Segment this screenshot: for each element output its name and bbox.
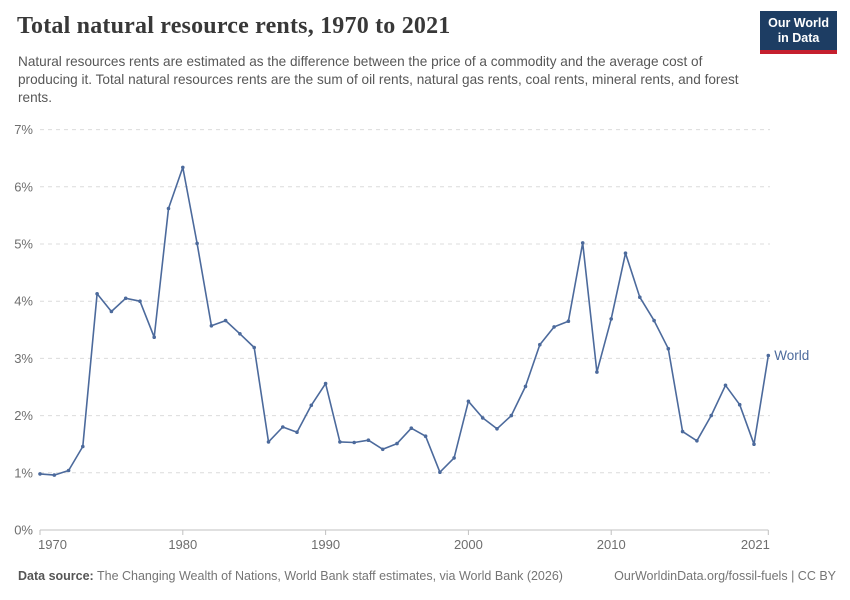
x-tick-label: 2010 bbox=[597, 537, 626, 552]
page-title: Total natural resource rents, 1970 to 20… bbox=[17, 13, 451, 39]
y-tick-label: 0% bbox=[14, 523, 33, 538]
x-tick-label: 2000 bbox=[454, 537, 483, 552]
footer-link[interactable]: OurWorldinData.org/fossil-fuels bbox=[614, 569, 788, 583]
datasource-note: Data source: The Changing Wealth of Nati… bbox=[18, 569, 563, 583]
data-point bbox=[723, 383, 728, 388]
data-point bbox=[352, 440, 357, 445]
data-point bbox=[766, 353, 771, 358]
owid-logo[interactable]: Our World in Data bbox=[760, 11, 837, 54]
y-tick-label: 1% bbox=[14, 465, 33, 480]
data-point bbox=[709, 413, 713, 418]
y-tick-label: 6% bbox=[14, 179, 33, 194]
data-point bbox=[438, 470, 442, 475]
data-point bbox=[509, 413, 514, 418]
series-label-world: World bbox=[774, 348, 809, 363]
data-point bbox=[95, 292, 99, 296]
data-point bbox=[695, 439, 699, 443]
line-chart: 0% 1% 2% 3% 4% 5% 6% 7% 1970 1980 1990 2000 2010 2021… bbox=[14, 122, 809, 552]
data-point bbox=[380, 447, 385, 452]
y-tick-label: 4% bbox=[14, 294, 33, 309]
datasource-label: Data source: bbox=[18, 569, 94, 583]
data-point bbox=[81, 444, 85, 449]
series-line-world bbox=[39, 166, 770, 476]
x-tick-label: 2021 bbox=[741, 537, 770, 552]
data-point bbox=[480, 416, 485, 420]
data-point bbox=[52, 473, 57, 477]
data-point bbox=[737, 402, 742, 407]
data-point bbox=[238, 332, 242, 336]
data-point bbox=[666, 346, 671, 351]
data-point bbox=[252, 345, 256, 350]
data-point bbox=[66, 468, 71, 473]
data-point bbox=[195, 241, 199, 246]
footer: Data source: The Changing Wealth of Nati… bbox=[18, 569, 836, 583]
data-point bbox=[452, 456, 456, 460]
data-point bbox=[552, 325, 556, 329]
data-point bbox=[423, 434, 428, 439]
data-point bbox=[223, 318, 228, 323]
datasource-text: The Changing Wealth of Nations, World Ba… bbox=[93, 569, 563, 583]
data-point bbox=[152, 335, 156, 339]
data-point bbox=[409, 426, 414, 431]
data-point bbox=[266, 440, 271, 444]
logo-line1: Our World bbox=[768, 16, 829, 30]
x-tick-label: 1980 bbox=[168, 537, 197, 552]
data-point bbox=[366, 438, 371, 443]
data-point bbox=[466, 399, 471, 404]
data-point bbox=[395, 441, 399, 446]
data-point bbox=[652, 318, 656, 323]
data-point bbox=[123, 296, 128, 301]
data-point bbox=[638, 295, 642, 299]
data-point bbox=[109, 309, 114, 314]
y-tick-label: 2% bbox=[14, 408, 33, 423]
data-point bbox=[680, 429, 685, 434]
data-point bbox=[295, 430, 299, 435]
data-point bbox=[38, 472, 42, 476]
data-point bbox=[752, 442, 756, 447]
y-tick-label: 7% bbox=[14, 122, 33, 137]
y-tick-label: 3% bbox=[14, 351, 33, 366]
data-point bbox=[595, 370, 599, 374]
data-point bbox=[309, 403, 314, 408]
data-point bbox=[566, 319, 571, 323]
data-point bbox=[181, 165, 185, 170]
data-point bbox=[495, 427, 499, 431]
data-point bbox=[580, 241, 585, 245]
y-tick-label: 5% bbox=[14, 237, 33, 252]
license-label: CC BY bbox=[797, 569, 836, 583]
x-tick-label: 1990 bbox=[311, 537, 340, 552]
footer-separator: | bbox=[787, 569, 798, 583]
data-point bbox=[609, 317, 613, 321]
data-point bbox=[209, 324, 214, 328]
data-point bbox=[523, 384, 528, 389]
data-point bbox=[538, 342, 542, 347]
logo-line2: in Data bbox=[777, 30, 820, 45]
data-point bbox=[623, 251, 628, 255]
data-point bbox=[166, 206, 171, 211]
chart-subtitle: Natural resources rents are estimated as… bbox=[18, 54, 739, 106]
data-point bbox=[323, 381, 328, 386]
data-point bbox=[338, 440, 342, 444]
x-tick-label: 1970 bbox=[38, 537, 67, 552]
data-point bbox=[281, 425, 285, 429]
data-point bbox=[138, 299, 142, 303]
footer-right: OurWorldinData.org/fossil-fuels | CC BY bbox=[614, 569, 836, 583]
